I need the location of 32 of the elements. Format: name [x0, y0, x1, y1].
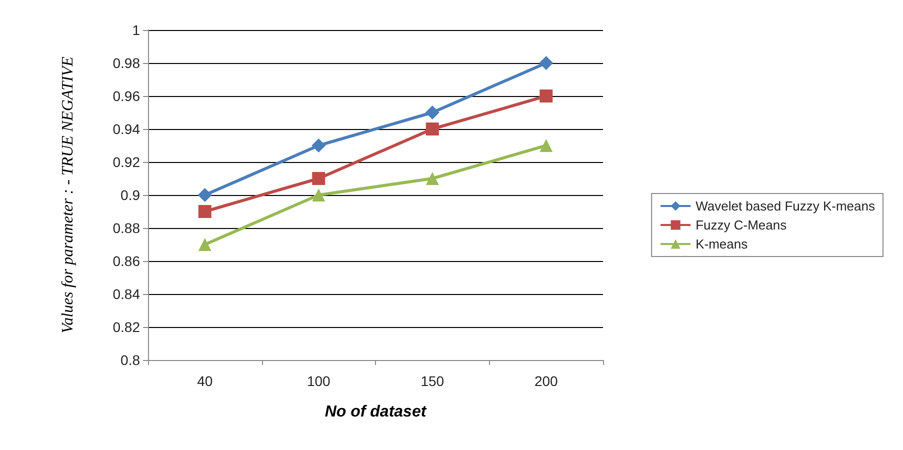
- point: [426, 172, 439, 185]
- x-tick-label: 40: [197, 373, 213, 389]
- x-tick-label: 100: [306, 373, 331, 389]
- point: [312, 188, 326, 202]
- point: [540, 90, 553, 102]
- point: [425, 106, 440, 120]
- point: [312, 172, 326, 185]
- x-axis-title: No of dataset: [324, 404, 427, 420]
- point: [540, 139, 553, 152]
- y-tick-label: 0.94: [112, 121, 140, 137]
- y-tick-label: 0.8: [120, 352, 140, 368]
- y-tick-label: 0.9: [120, 187, 140, 203]
- y-tick-label: 0.98: [112, 55, 140, 71]
- point: [198, 238, 212, 251]
- y-axis-title: Values for parameter : - TRUE NEGATIVE: [60, 56, 76, 334]
- y-tick-label: 0.82: [112, 319, 140, 335]
- legend-label: Wavelet based Fuzzy K-means: [696, 198, 876, 214]
- x-tick-label: 200: [534, 373, 558, 389]
- y-tick-label: 0.86: [112, 253, 140, 269]
- point: [312, 138, 326, 152]
- x-tick-label: 150: [420, 373, 444, 389]
- y-tick-label: 0.92: [112, 154, 140, 170]
- y-tick-label: 0.96: [112, 88, 140, 104]
- y-tick-label: 0.88: [112, 220, 140, 236]
- y-tick-label: 0.84: [112, 286, 140, 302]
- legend-label: K-means: [696, 236, 748, 252]
- point: [198, 205, 212, 218]
- point: [539, 56, 554, 70]
- point: [426, 122, 439, 136]
- legend-label: Fuzzy C-Means: [696, 218, 788, 232]
- y-tick-label: 1: [132, 22, 140, 38]
- point: [198, 188, 212, 202]
